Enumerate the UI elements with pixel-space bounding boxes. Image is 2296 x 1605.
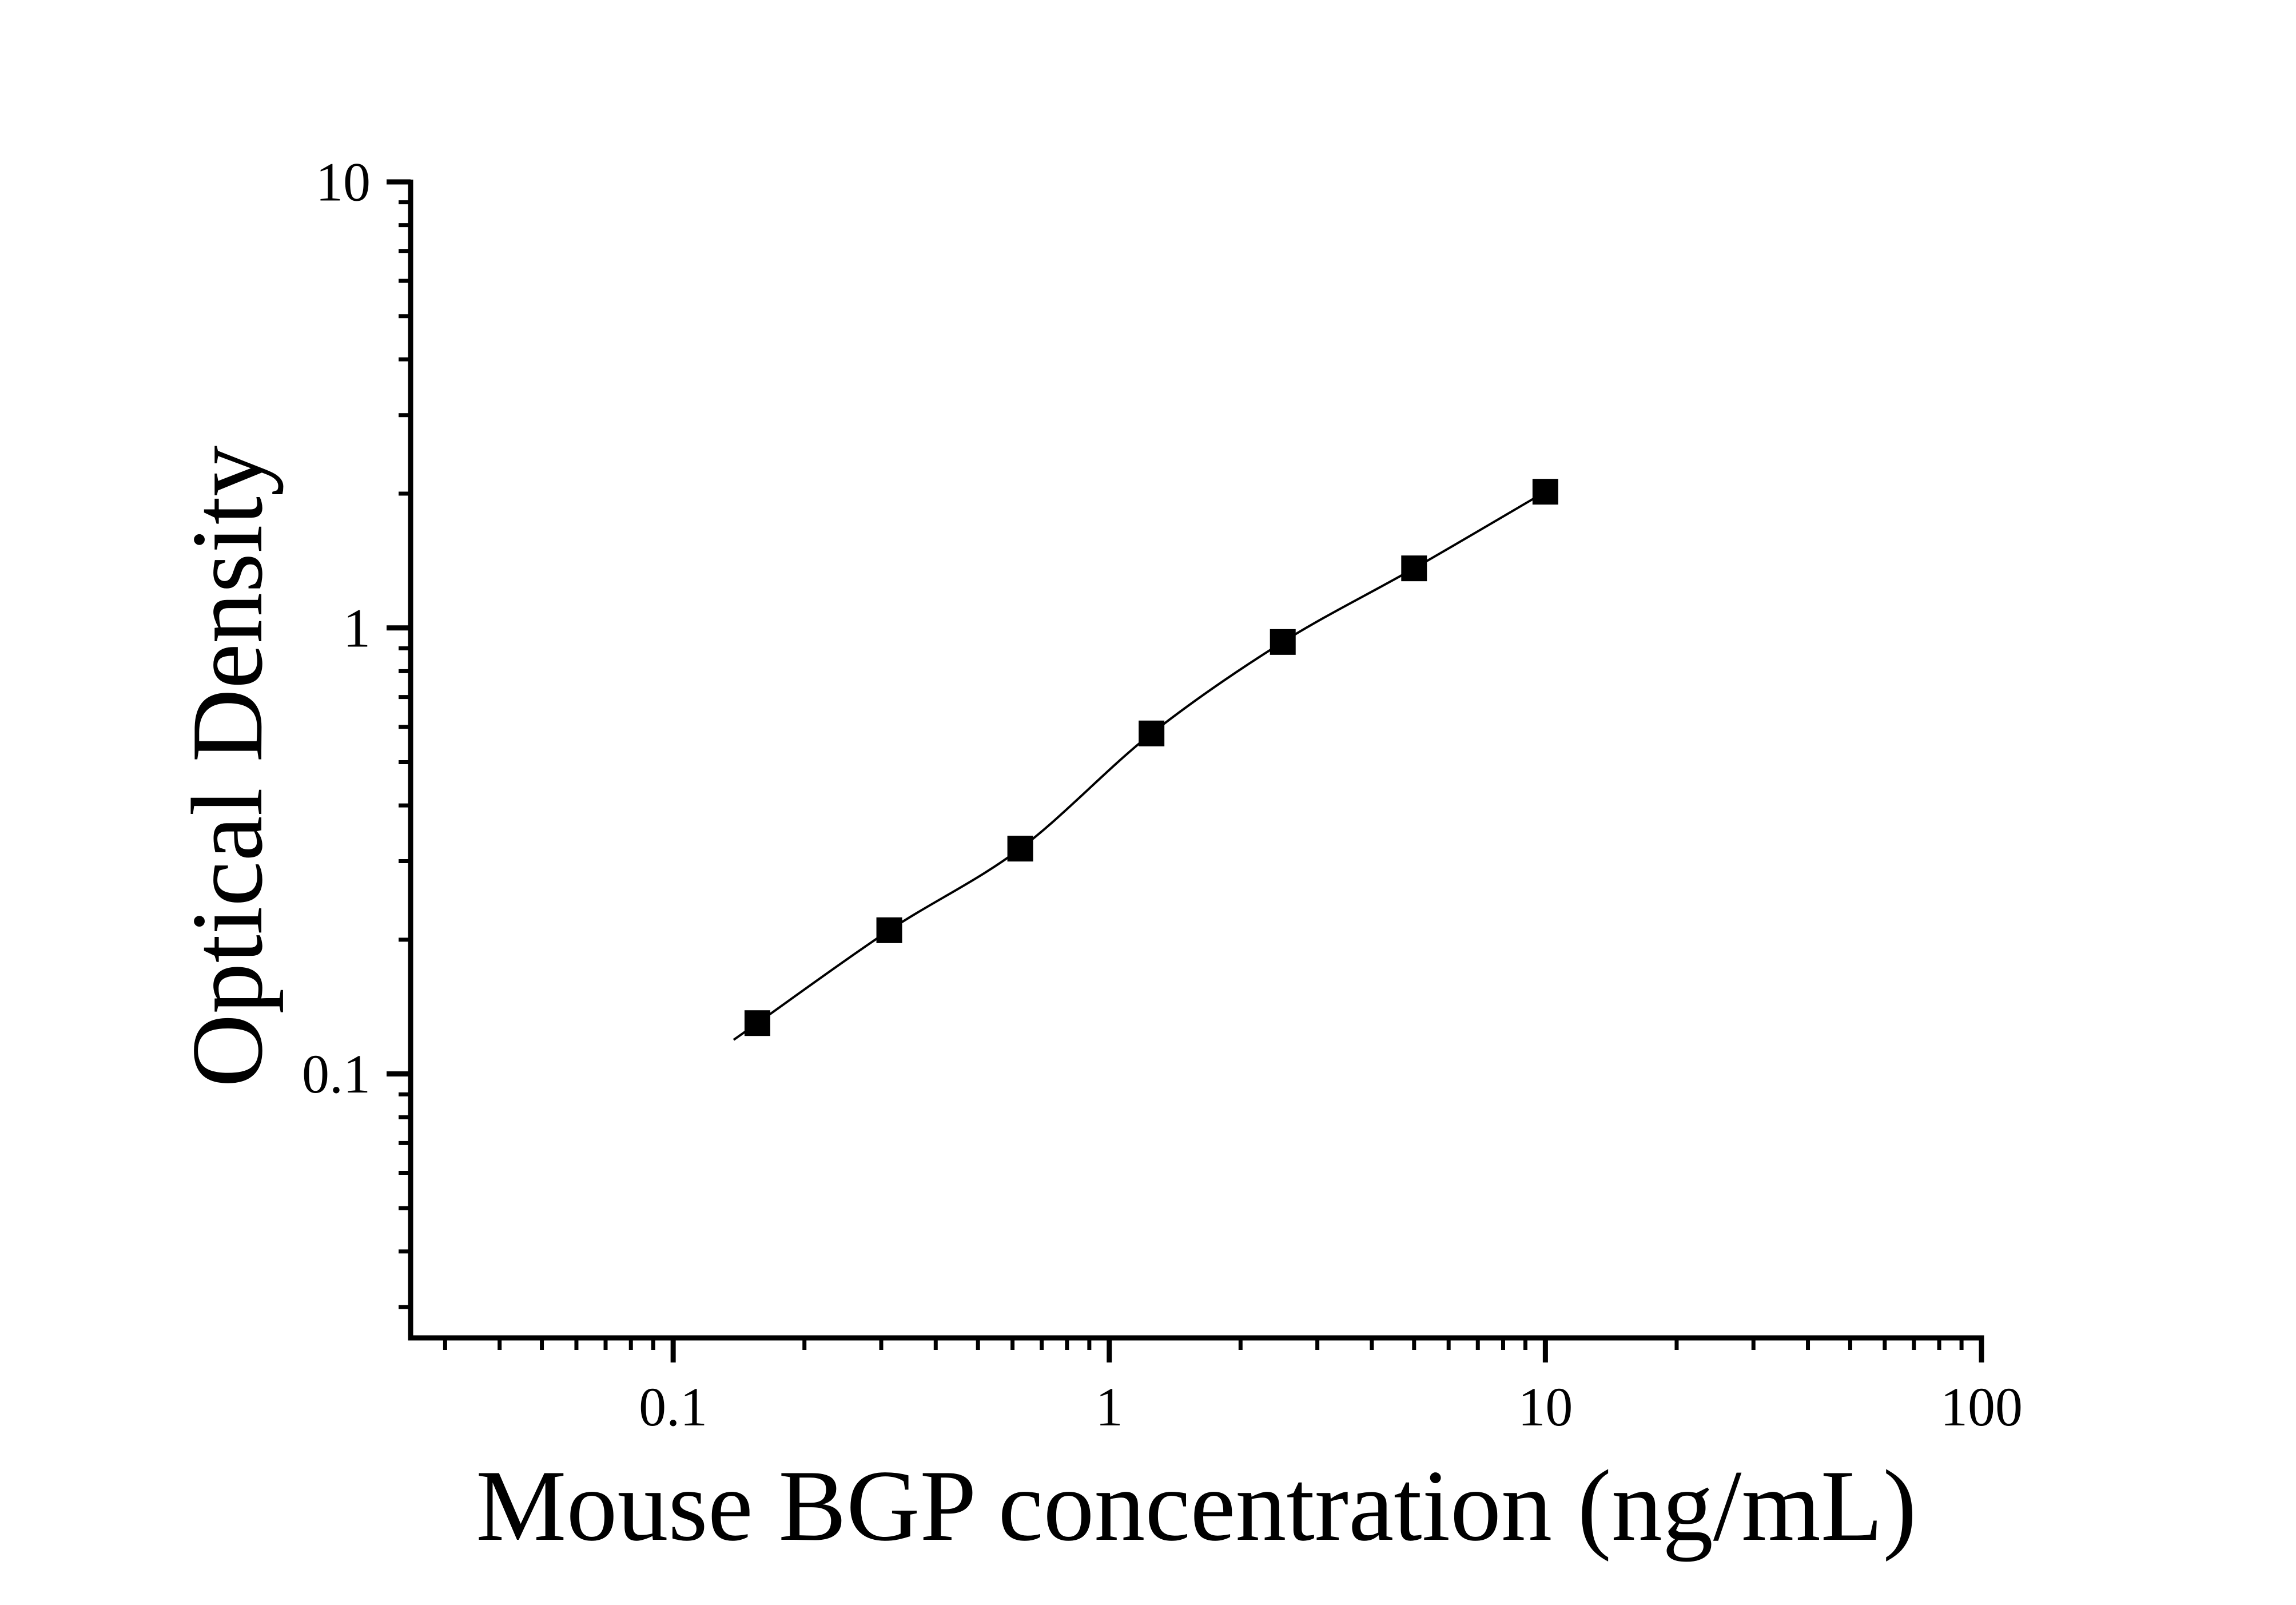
- y-tick-label: 10: [316, 152, 371, 213]
- data-point-marker: [744, 1010, 770, 1036]
- y-axis-title: Optical Density: [170, 446, 284, 1087]
- x-axis-title: Mouse BGP concentration (ng/mL): [476, 1449, 1917, 1562]
- x-tick-label: 100: [1940, 1376, 2023, 1437]
- x-tick-label: 10: [1518, 1376, 1573, 1437]
- data-point-marker: [876, 917, 902, 943]
- data-point-marker: [1007, 836, 1033, 862]
- x-tick-label: 1: [1096, 1376, 1123, 1437]
- data-point-marker: [1401, 555, 1427, 582]
- x-tick-label: 0.1: [639, 1376, 707, 1437]
- data-point-marker: [1139, 720, 1165, 746]
- y-tick-label: 1: [343, 597, 371, 658]
- data-point-marker: [1532, 479, 1558, 505]
- data-point-marker: [1270, 629, 1296, 655]
- y-tick-label: 0.1: [302, 1043, 371, 1105]
